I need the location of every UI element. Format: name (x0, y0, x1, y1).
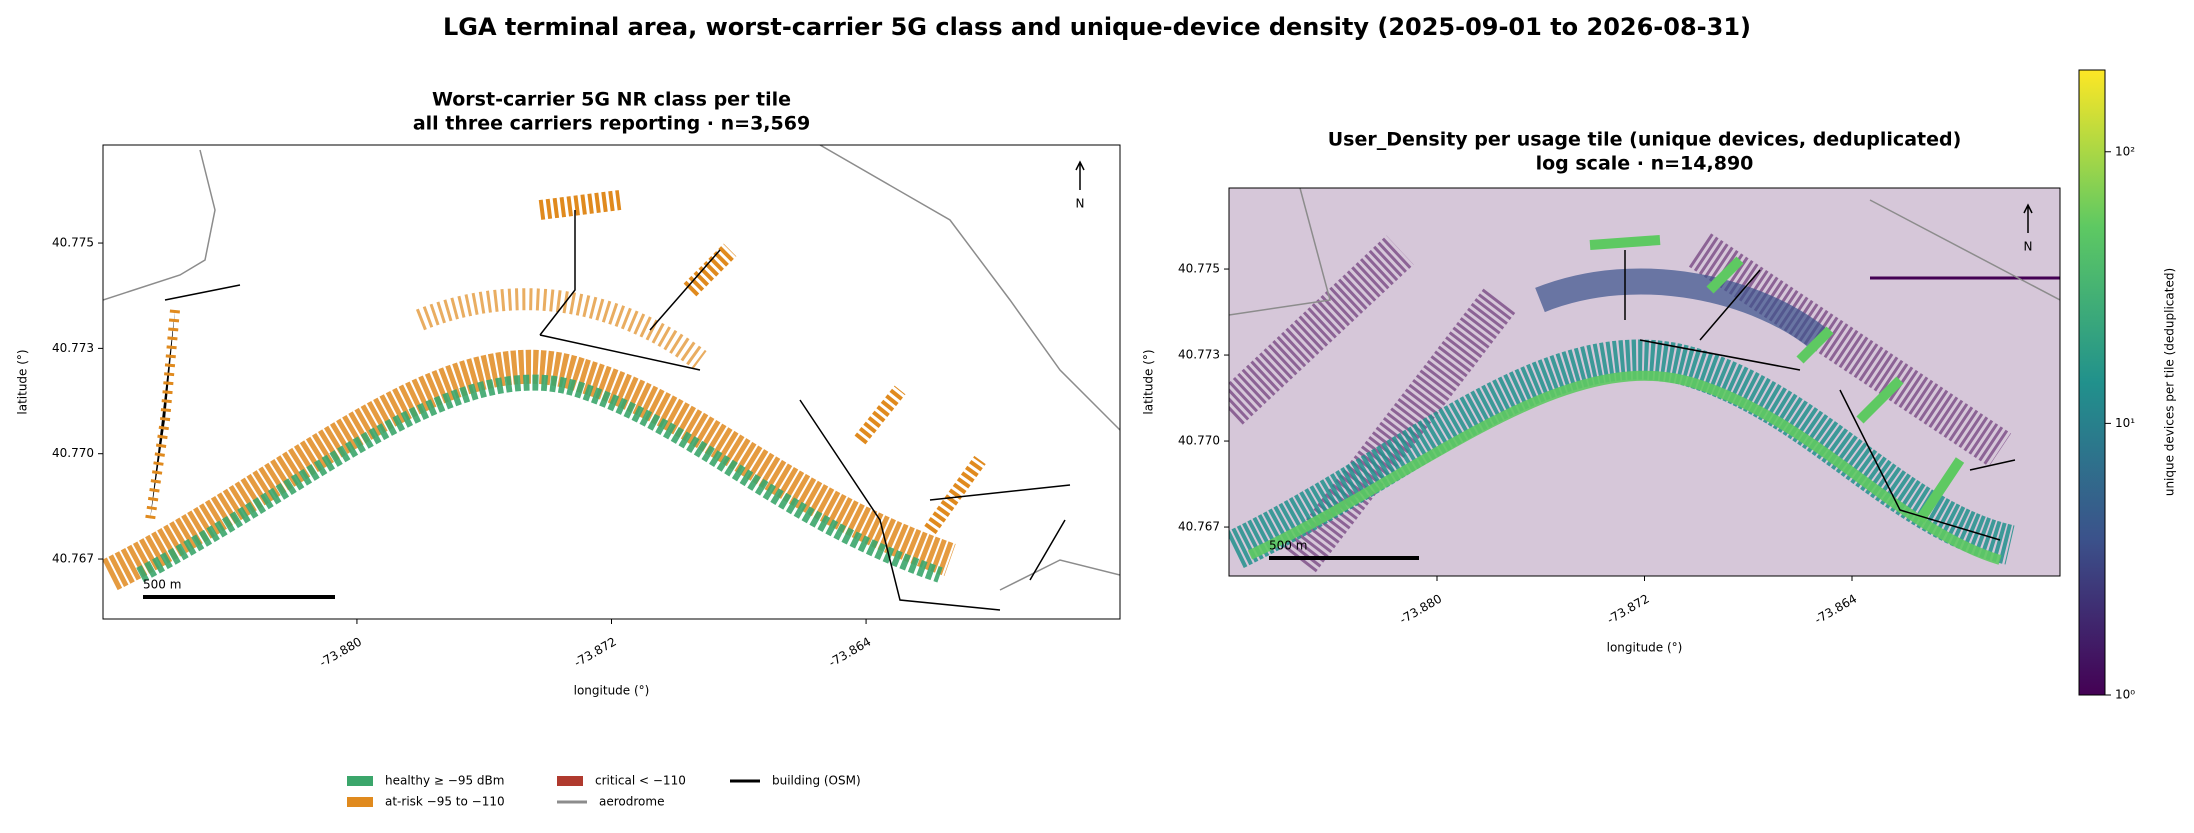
y-tick-label: 40.770 (52, 446, 94, 460)
legend-label: healthy ≥ −95 dBm (385, 774, 504, 788)
x-tick-label: -73.880 (1397, 592, 1444, 627)
tile-layer (1229, 188, 2060, 576)
x-axis-label: longitude (°) (1607, 641, 1683, 655)
y-tick-label: 40.775 (1178, 262, 1220, 276)
scale-bar-label: 500 m (1269, 539, 1307, 553)
axes-title: Worst-carrier 5G NR class per tile (432, 89, 791, 111)
x-tick-label: -73.880 (317, 635, 364, 670)
colorbar-label: unique devices per tile (deduplicated) (2163, 268, 2177, 496)
legend-swatch (347, 797, 373, 807)
tile-layer (103, 145, 1120, 611)
x-tick-label: -73.864 (826, 635, 873, 670)
y-axis-label: latitude (°) (16, 349, 30, 414)
colorbar-tick-label: 10⁰ (2115, 688, 2135, 702)
north-label: N (2024, 240, 2033, 254)
legend-label: building (OSM) (772, 774, 861, 788)
legend-swatch (347, 776, 373, 786)
y-tick-label: 40.773 (52, 341, 94, 355)
colorbar (2078, 69, 2106, 696)
legend-label: at-risk −95 to −110 (385, 795, 505, 809)
north-label: N (1076, 197, 1085, 211)
y-axis-label: latitude (°) (1142, 349, 1156, 414)
legend-label: critical < −110 (595, 774, 686, 788)
x-axis-label: longitude (°) (574, 684, 650, 698)
scale-bar-label: 500 m (143, 578, 181, 592)
axes-subtitle: log scale · n=14,890 (1536, 153, 1754, 175)
north-arrow (2023, 203, 2033, 233)
legend-label: aerodrome (599, 795, 664, 809)
axes-title: User_Density per usage tile (unique devi… (1328, 129, 1962, 151)
x-tick-label: -73.872 (1605, 592, 1652, 627)
x-tick-label: -73.872 (572, 635, 619, 670)
y-tick-label: 40.767 (52, 552, 94, 566)
y-tick-label: 40.767 (1178, 520, 1220, 534)
y-tick-label: 40.770 (1178, 434, 1220, 448)
y-tick-label: 40.773 (1178, 348, 1220, 362)
colorbar-tick-label: 10² (2115, 144, 2135, 158)
north-arrow (1075, 160, 1085, 190)
y-tick-label: 40.775 (52, 236, 94, 250)
figure-title: LGA terminal area, worst-carrier 5G clas… (443, 13, 1751, 41)
legend-swatch (557, 776, 583, 786)
x-tick-label: -73.864 (1812, 592, 1859, 627)
colorbar-tick-label: 10¹ (2115, 416, 2135, 430)
axes-subtitle: all three carriers reporting · n=3,569 (413, 113, 810, 135)
